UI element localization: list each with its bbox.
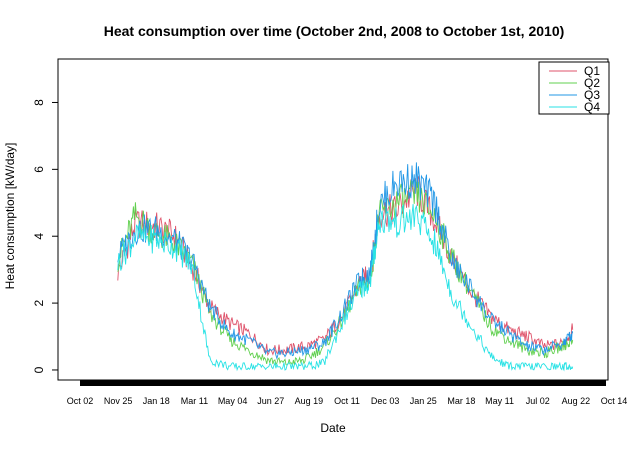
legend-label-q3: Q3	[584, 88, 600, 102]
x-tick-label: Oct 14	[601, 396, 628, 406]
x-tick-label: Jan 25	[410, 396, 437, 406]
y-tick-label: 0	[32, 366, 46, 373]
x-tick-label: Dec 03	[371, 396, 400, 406]
legend-label-q2: Q2	[584, 76, 600, 90]
legend-label-q1: Q1	[584, 64, 600, 78]
y-tick-label: 8	[32, 99, 46, 106]
x-tick-label: Oct 02	[67, 396, 94, 406]
x-axis-label: Date	[320, 421, 346, 435]
x-tick-label: May 11	[485, 396, 514, 406]
y-tick-label: 2	[32, 299, 46, 306]
x-tick-label: May 04	[218, 396, 248, 406]
x-tick-label: Jul 02	[526, 396, 550, 406]
x-tick-label: Oct 11	[334, 396, 360, 406]
y-tick-label: 4	[32, 233, 46, 240]
series-layer	[117, 162, 574, 372]
x-tick-label: Aug 19	[295, 396, 324, 406]
series-line-q3	[117, 162, 574, 360]
series-line-q4	[117, 203, 574, 372]
x-axis-dense-ticks	[80, 380, 606, 386]
x-tick-label: Aug 22	[562, 396, 591, 406]
legend-label-q4: Q4	[584, 100, 600, 114]
x-tick-label: Jan 18	[143, 396, 170, 406]
x-tick-label: Mar 18	[447, 396, 475, 406]
x-tick-label: Nov 25	[104, 396, 133, 406]
x-tick-label: Jun 27	[257, 396, 284, 406]
y-tick-label: 6	[32, 166, 46, 173]
y-ticks: 0 2 4 6 8	[32, 99, 58, 373]
chart-title: Heat consumption over time (October 2nd,…	[104, 23, 565, 39]
y-axis-label: Heat consumption [kW/day]	[3, 143, 17, 290]
x-ticks: Oct 02 Nov 25 Jan 18 Mar 11 May 04 Jun 27 Aug …	[67, 380, 628, 406]
x-tick-label: Mar 11	[181, 396, 208, 406]
